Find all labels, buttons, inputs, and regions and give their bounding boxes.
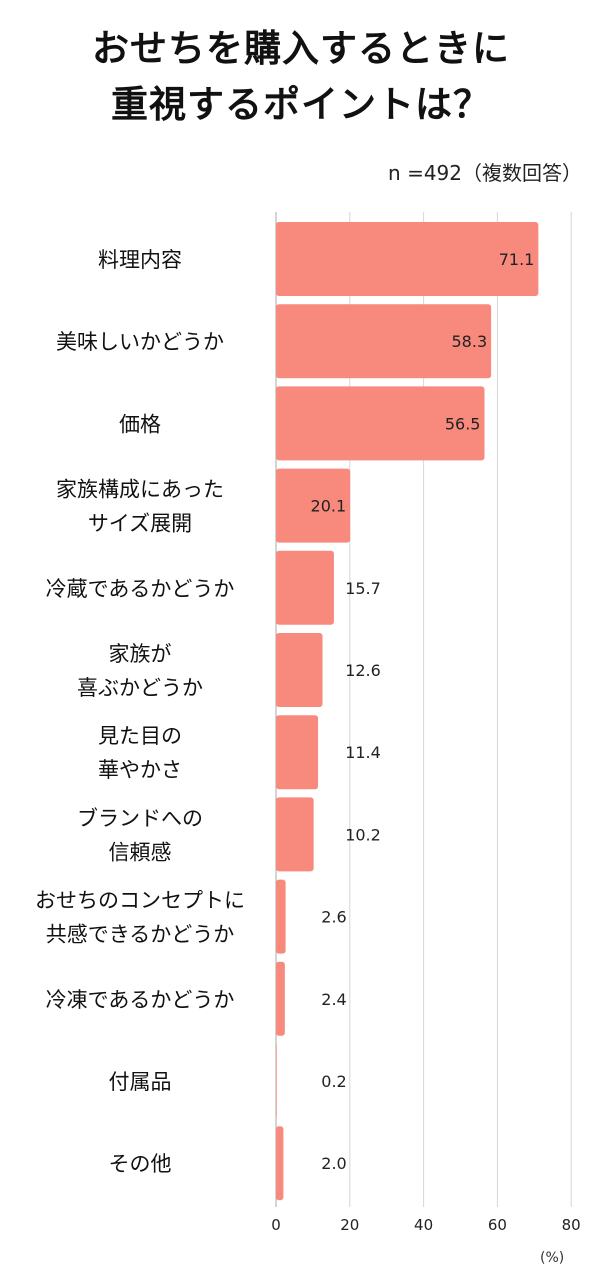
chart-title-line1: おせちを購入するときに xyxy=(92,27,510,70)
bar xyxy=(276,304,492,379)
category-label: 冷凍であるかどうか xyxy=(46,988,235,1012)
data-label: 10.2 xyxy=(345,825,381,844)
bar xyxy=(276,1126,284,1201)
category-label-line: 家族構成にあった xyxy=(56,478,224,502)
category-label-line: 見た目の xyxy=(98,724,182,748)
bar xyxy=(276,468,351,543)
category-label: 家族が喜ぶかどうか xyxy=(77,642,203,700)
x-tick-label: 0 xyxy=(271,1216,281,1234)
data-label: 11.4 xyxy=(345,743,381,762)
data-label: 2.6 xyxy=(321,908,346,927)
data-label: 71.1 xyxy=(499,250,535,269)
data-label: 58.3 xyxy=(452,332,488,351)
category-label-line: 付属品 xyxy=(109,1070,172,1094)
category-label: 価格 xyxy=(119,412,161,436)
category-label: おせちのコンセプトに共感できるかどうか xyxy=(35,889,245,947)
category-label-line: おせちのコンセプトに xyxy=(35,889,245,913)
chart-title-line2: 重視するポイントは？ xyxy=(111,83,491,126)
bar xyxy=(276,550,334,625)
data-label: 2.4 xyxy=(321,990,346,1009)
bar xyxy=(276,715,319,790)
data-label: 56.5 xyxy=(445,414,481,433)
x-tick-label: 80 xyxy=(562,1216,581,1234)
bar xyxy=(276,633,323,707)
category-label-line: 家族が xyxy=(109,642,172,666)
category-label-line: 共感できるかどうか xyxy=(46,923,235,947)
category-label-line: サイズ展開 xyxy=(88,512,192,536)
category-label-line: 価格 xyxy=(119,412,161,436)
category-label: 料理内容 xyxy=(98,248,182,272)
category-label-line: 華やかさ xyxy=(98,758,182,782)
category-label: 家族構成にあったサイズ展開 xyxy=(56,478,224,536)
category-label-line: 料理内容 xyxy=(98,248,182,272)
category-label-line: 冷凍であるかどうか xyxy=(46,988,235,1012)
bar xyxy=(276,386,485,461)
bar xyxy=(276,222,539,296)
category-label: 見た目の華やかさ xyxy=(98,724,182,782)
bar xyxy=(276,879,286,954)
data-label: 15.7 xyxy=(345,579,381,598)
unit-label: (%) xyxy=(540,1250,565,1266)
category-label-line: 信頼感 xyxy=(109,840,172,864)
x-tick-label: 60 xyxy=(488,1216,507,1234)
bar xyxy=(276,797,314,872)
data-label: 0.2 xyxy=(321,1072,346,1091)
category-label-line: 冷蔵であるかどうか xyxy=(46,577,235,601)
category-label: その他 xyxy=(109,1152,172,1176)
category-label: 冷蔵であるかどうか xyxy=(46,577,235,601)
data-label: 12.6 xyxy=(345,661,381,680)
bar xyxy=(276,1044,277,1118)
bar xyxy=(276,961,285,1036)
category-label: 美味しいかどうか xyxy=(56,330,224,354)
data-label: 20.1 xyxy=(311,497,347,516)
data-label: 2.0 xyxy=(321,1154,346,1173)
category-label-line: その他 xyxy=(109,1152,172,1176)
sample-size-note: n =492（複数回答） xyxy=(388,161,582,185)
category-label-line: 喜ぶかどうか xyxy=(77,676,203,700)
x-tick-label: 40 xyxy=(414,1216,433,1234)
category-label: ブランドへの信頼感 xyxy=(77,806,203,864)
category-label: 付属品 xyxy=(109,1070,172,1094)
x-tick-label: 20 xyxy=(340,1216,359,1234)
category-label-line: 美味しいかどうか xyxy=(56,330,224,354)
category-label-line: ブランドへの xyxy=(77,806,203,830)
